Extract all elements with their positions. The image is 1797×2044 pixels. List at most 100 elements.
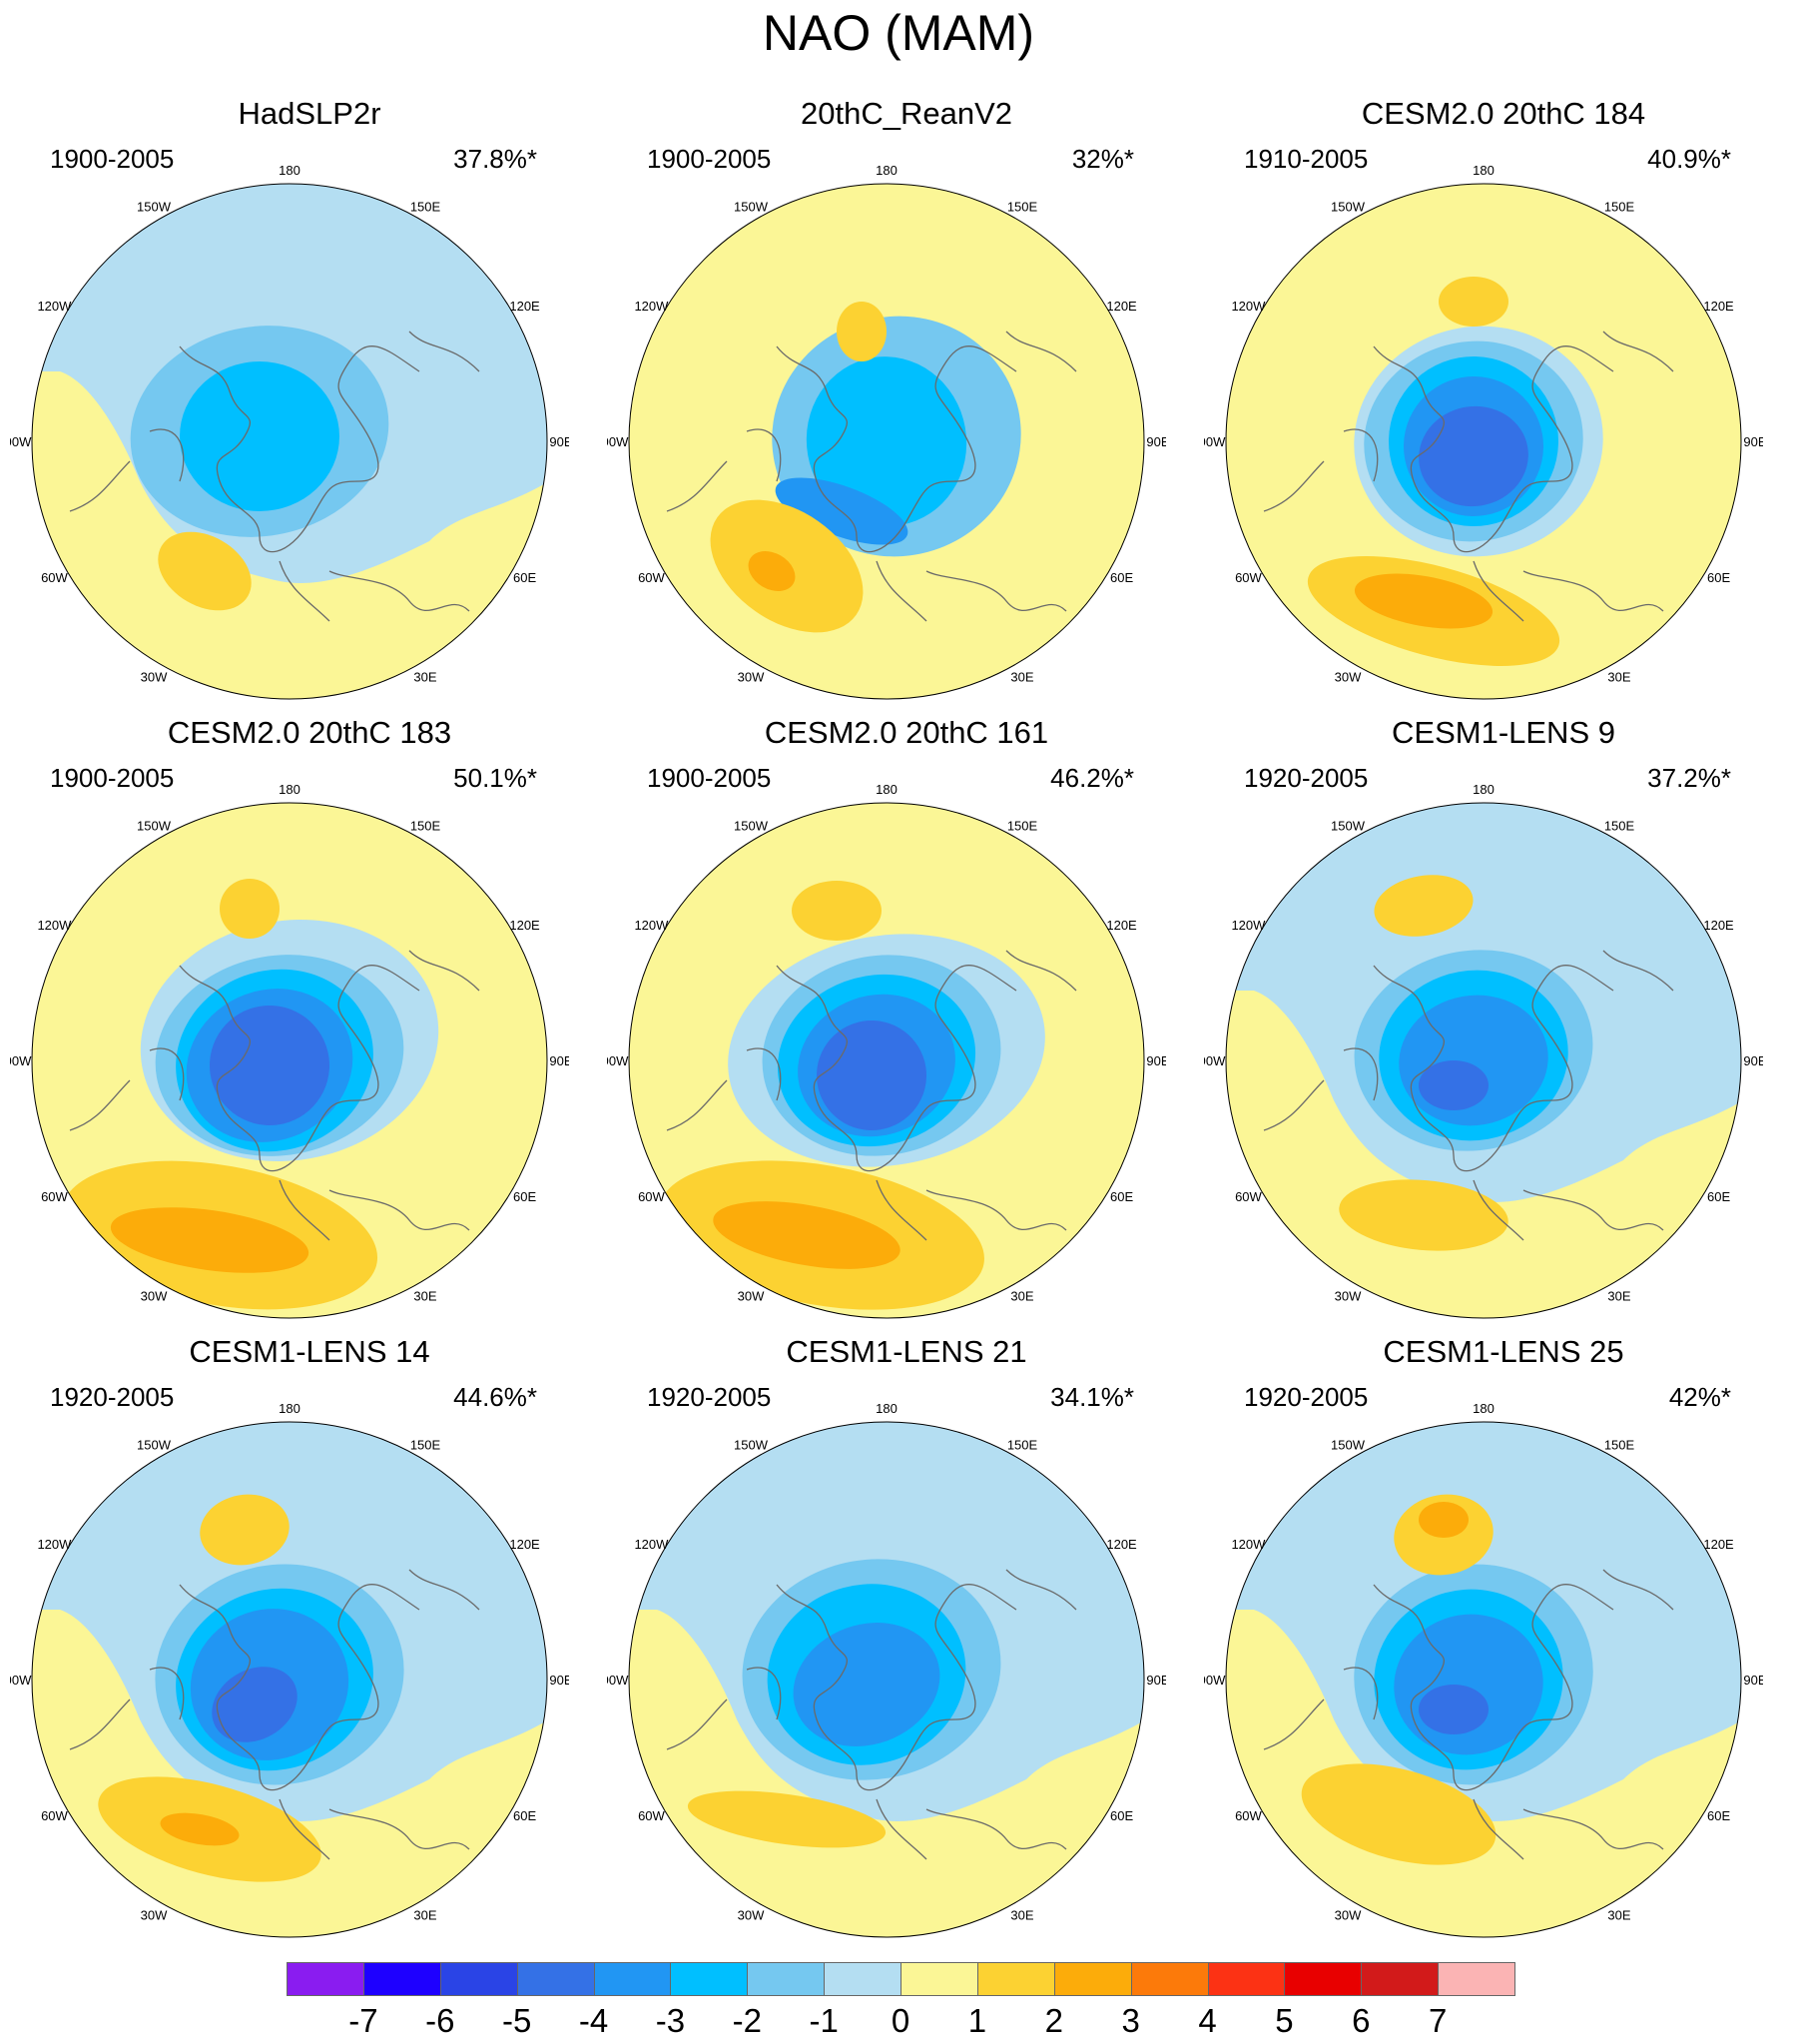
longitude-label: 180 xyxy=(1473,1401,1495,1416)
longitude-label: 90W xyxy=(607,1673,629,1688)
colorbar-label: 2 xyxy=(1044,2002,1063,2039)
anomaly-contour xyxy=(1301,1763,1497,1865)
longitude-label: 150W xyxy=(734,1437,769,1452)
longitude-label: 180 xyxy=(1473,163,1495,178)
panel-title: CESM1-LENS 14 xyxy=(189,1334,430,1369)
longitude-label: 60E xyxy=(513,570,536,585)
longitude-label: 30E xyxy=(1010,670,1033,685)
colorbar-swatch xyxy=(747,1962,826,1996)
colorbar-label: 4 xyxy=(1198,2002,1217,2039)
longitude-label: 180 xyxy=(876,163,898,178)
colorbar-swatch xyxy=(900,1962,978,1996)
anomaly-contour xyxy=(220,879,280,939)
panel-title: CESM2.0 20thC 184 xyxy=(1361,96,1646,131)
longitude-label: 90E xyxy=(1146,1673,1166,1688)
longitude-label: 90W xyxy=(1204,1673,1226,1688)
map-boundary xyxy=(1225,183,1742,700)
longitude-label: 120W xyxy=(37,918,72,933)
polar-map: 180150E120E90E60E30E030W60W90W120W150W xyxy=(10,782,569,1319)
longitude-label: 120E xyxy=(1106,918,1137,933)
panel-variance: 40.9%* xyxy=(1647,144,1731,174)
longitude-label: 150E xyxy=(1604,199,1635,214)
polar-map: 180150E120E90E60E30E030W60W90W120W150W xyxy=(1204,163,1763,700)
anomaly-contour xyxy=(713,1201,900,1269)
anomaly-contour xyxy=(200,1494,290,1566)
coastline xyxy=(1263,331,1674,622)
panel-title: 20thC_ReanV2 xyxy=(801,96,1012,131)
longitude-label: 120W xyxy=(37,299,72,314)
longitude-label: 150E xyxy=(1007,818,1038,833)
longitude-label: 30W xyxy=(738,1289,765,1304)
longitude-label: 30E xyxy=(413,670,436,685)
anomaly-contour xyxy=(180,361,339,511)
longitude-label: 60W xyxy=(1235,570,1262,585)
anomaly-contour xyxy=(792,881,882,941)
longitude-label: 150E xyxy=(1007,1437,1038,1452)
map-panel: CESM1-LENS 25 1920-2005 42%* 180 150E 120E 90E… xyxy=(1204,1334,1783,1953)
colorbar-label: -4 xyxy=(578,2002,609,2039)
longitude-label: 180 xyxy=(279,1401,300,1416)
colorbar-label: -1 xyxy=(809,2002,839,2039)
panel-variance: 46.2%* xyxy=(1050,763,1134,793)
colorbar-swatch xyxy=(824,1962,901,1996)
colorbar-swatch xyxy=(1361,1962,1440,1996)
anomaly-contour xyxy=(212,1667,298,1742)
coastline xyxy=(1263,950,1674,1241)
longitude-label: 60W xyxy=(41,1808,68,1823)
map-boundary xyxy=(31,183,548,700)
colorbar-swatch xyxy=(1284,1962,1363,1996)
longitude-label: 60E xyxy=(1110,1189,1133,1204)
longitude-label: 150W xyxy=(137,818,172,833)
longitude-label: 120W xyxy=(634,299,669,314)
map-panel: CESM2.0 20thC 183 1900-2005 50.1%* 180 150E 1… xyxy=(10,715,589,1334)
longitude-label: 60E xyxy=(1110,1808,1133,1823)
longitude-label: 30W xyxy=(738,670,765,685)
panel-title: CESM1-LENS 9 xyxy=(1392,715,1615,750)
longitude-label: 180 xyxy=(279,163,300,178)
longitude-label: 90E xyxy=(549,1053,569,1068)
polar-map: 180150E120E90E60E30E030W60W90W120W150W xyxy=(10,163,569,700)
longitude-label: 150E xyxy=(410,818,441,833)
longitude-label: 120E xyxy=(1703,299,1734,314)
longitude-label: 60W xyxy=(41,1189,68,1204)
polar-map: 180150E120E90E60E30E030W60W90W120W150W xyxy=(10,1401,569,1938)
polar-map: 180150E120E90E60E30E030W60W90W120W150W xyxy=(607,1401,1166,1938)
coastline xyxy=(1263,1569,1674,1860)
coastline xyxy=(666,331,1077,622)
longitude-label: 60W xyxy=(638,1808,665,1823)
map-boundary xyxy=(628,1421,1145,1938)
panel-variance: 34.1%* xyxy=(1050,1382,1134,1412)
longitude-label: 90E xyxy=(1146,1053,1166,1068)
longitude-label: 120E xyxy=(1703,1537,1734,1552)
longitude-label: 150E xyxy=(1007,199,1038,214)
panel-variance: 42%* xyxy=(1668,1382,1731,1412)
longitude-label: 60W xyxy=(41,570,68,585)
longitude-label: 120W xyxy=(1231,918,1266,933)
colorbar-label: 7 xyxy=(1428,2002,1448,2039)
longitude-label: 90E xyxy=(1146,434,1166,449)
colorbar-swatch xyxy=(1207,1962,1286,1996)
longitude-label: 60E xyxy=(513,1808,536,1823)
longitude-label: 30E xyxy=(1607,1908,1630,1923)
anomaly-contour xyxy=(210,1006,329,1125)
longitude-label: 60W xyxy=(638,1189,665,1204)
longitude-label: 120W xyxy=(634,918,669,933)
longitude-label: 180 xyxy=(876,1401,898,1416)
panel-period: 1920-2005 xyxy=(1244,763,1369,793)
map-panel: CESM1-LENS 14 1920-2005 44.6%* 180 150E 120E 9… xyxy=(10,1334,589,1953)
panel-title: CESM1-LENS 21 xyxy=(786,1334,1027,1369)
colorbar-swatch xyxy=(287,1962,364,1996)
panel-title: CESM1-LENS 25 xyxy=(1383,1334,1624,1369)
longitude-label: 30W xyxy=(141,1289,168,1304)
map-panel: CESM2.0 20thC 184 1910-2005 40.9%* 180 150E 1… xyxy=(1204,96,1783,715)
longitude-label: 120W xyxy=(1231,299,1266,314)
panel-period: 1910-2005 xyxy=(1244,144,1369,174)
longitude-label: 150W xyxy=(734,818,769,833)
longitude-label: 120E xyxy=(1106,1537,1137,1552)
longitude-label: 180 xyxy=(279,782,300,797)
longitude-label: 30W xyxy=(1335,1289,1362,1304)
longitude-label: 90E xyxy=(1743,1673,1763,1688)
polar-map: 180150E120E90E60E30E030W60W90W120W150W xyxy=(1204,1401,1763,1938)
anomaly-contour xyxy=(748,551,796,591)
colorbar-label: 5 xyxy=(1275,2002,1294,2039)
